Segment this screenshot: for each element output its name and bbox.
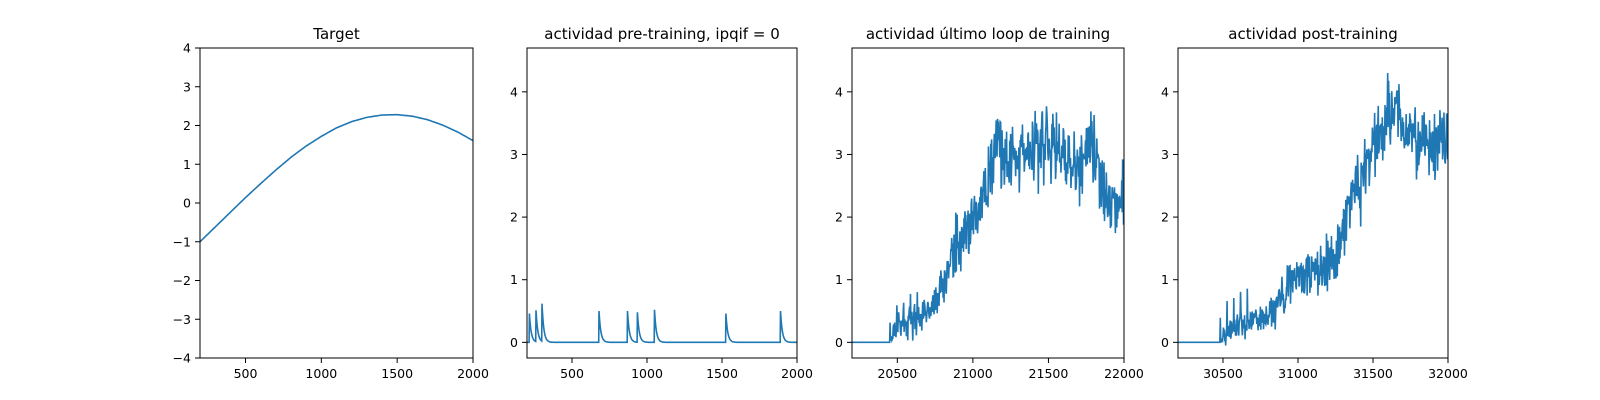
y-tick-label: 2 bbox=[835, 210, 843, 225]
subplot-3: 20500 21000 21500 22000 0 1 2 3 4 actividad últim… bbox=[835, 25, 1144, 381]
y-tick-label: 1 bbox=[835, 272, 843, 287]
y-tick-label: 3 bbox=[510, 147, 518, 162]
x-tick-label: 21000 bbox=[953, 366, 993, 381]
x-tick-label: 1500 bbox=[381, 366, 413, 381]
subplot-1: 500 1000 1500 2000 −4 −3 −2 −1 0 1 2 3 4 Target bbox=[173, 25, 489, 381]
y-tick-label: 0 bbox=[835, 335, 843, 350]
y-tick-label: 2 bbox=[1161, 210, 1169, 225]
axes-frame bbox=[1177, 47, 1449, 359]
y-tick-label: 0 bbox=[183, 196, 191, 211]
y-tick-label: 1 bbox=[510, 272, 518, 287]
y-tick-label: 3 bbox=[183, 79, 191, 94]
series-line bbox=[852, 106, 1124, 344]
y-tick-label: 4 bbox=[510, 84, 518, 99]
x-tick-label: 1500 bbox=[706, 366, 738, 381]
series-line bbox=[200, 113, 473, 243]
x-tick-label: 30500 bbox=[1203, 366, 1243, 381]
y-tick-label: 0 bbox=[1161, 335, 1169, 350]
y-tick-label: 3 bbox=[835, 147, 843, 162]
x-tick-label: 22000 bbox=[1104, 366, 1144, 381]
y-tick-label: 4 bbox=[1161, 84, 1169, 99]
y-tick-label: 3 bbox=[1161, 147, 1169, 162]
axes-frame bbox=[526, 47, 798, 359]
axes-frame bbox=[851, 47, 1125, 359]
chart-title: actividad post-training bbox=[1228, 25, 1397, 43]
x-tick-label: 1000 bbox=[631, 366, 663, 381]
x-tick-label: 31000 bbox=[1278, 366, 1318, 381]
y-tick-label: 1 bbox=[183, 157, 191, 172]
y-tick-label: −2 bbox=[173, 273, 191, 288]
y-tick-label: 1 bbox=[1161, 272, 1169, 287]
x-tick-label: 2000 bbox=[457, 366, 489, 381]
y-tick-label: 2 bbox=[510, 210, 518, 225]
x-tick-label: 21500 bbox=[1029, 366, 1069, 381]
y-tick-label: 4 bbox=[835, 84, 843, 99]
y-tick-label: −4 bbox=[173, 351, 191, 366]
chart-title: actividad pre-training, ipqif = 0 bbox=[544, 25, 780, 43]
y-tick-label: −1 bbox=[173, 234, 191, 249]
x-tick-label: 31500 bbox=[1353, 366, 1393, 381]
x-tick-label: 500 bbox=[560, 366, 584, 381]
x-tick-label: 500 bbox=[234, 366, 258, 381]
subplot-2: 500 1000 1500 2000 0 1 2 3 4 actividad pre-traini… bbox=[510, 25, 813, 381]
x-tick-label: 20500 bbox=[877, 366, 917, 381]
chart-title: actividad último loop de training bbox=[866, 25, 1110, 43]
chart-title: Target bbox=[312, 25, 360, 43]
y-tick-label: 2 bbox=[183, 118, 191, 133]
y-tick-label: −3 bbox=[173, 312, 191, 327]
series-line bbox=[1178, 73, 1448, 346]
series-line bbox=[527, 303, 797, 344]
y-tick-label: 0 bbox=[510, 335, 518, 350]
x-tick-label: 2000 bbox=[781, 366, 813, 381]
y-tick-label: 4 bbox=[183, 41, 191, 56]
x-tick-label: 32000 bbox=[1428, 366, 1468, 381]
subplot-4: 30500 31000 31500 32000 0 1 2 3 4 actividad post-… bbox=[1161, 25, 1468, 381]
x-tick-label: 1000 bbox=[305, 366, 337, 381]
